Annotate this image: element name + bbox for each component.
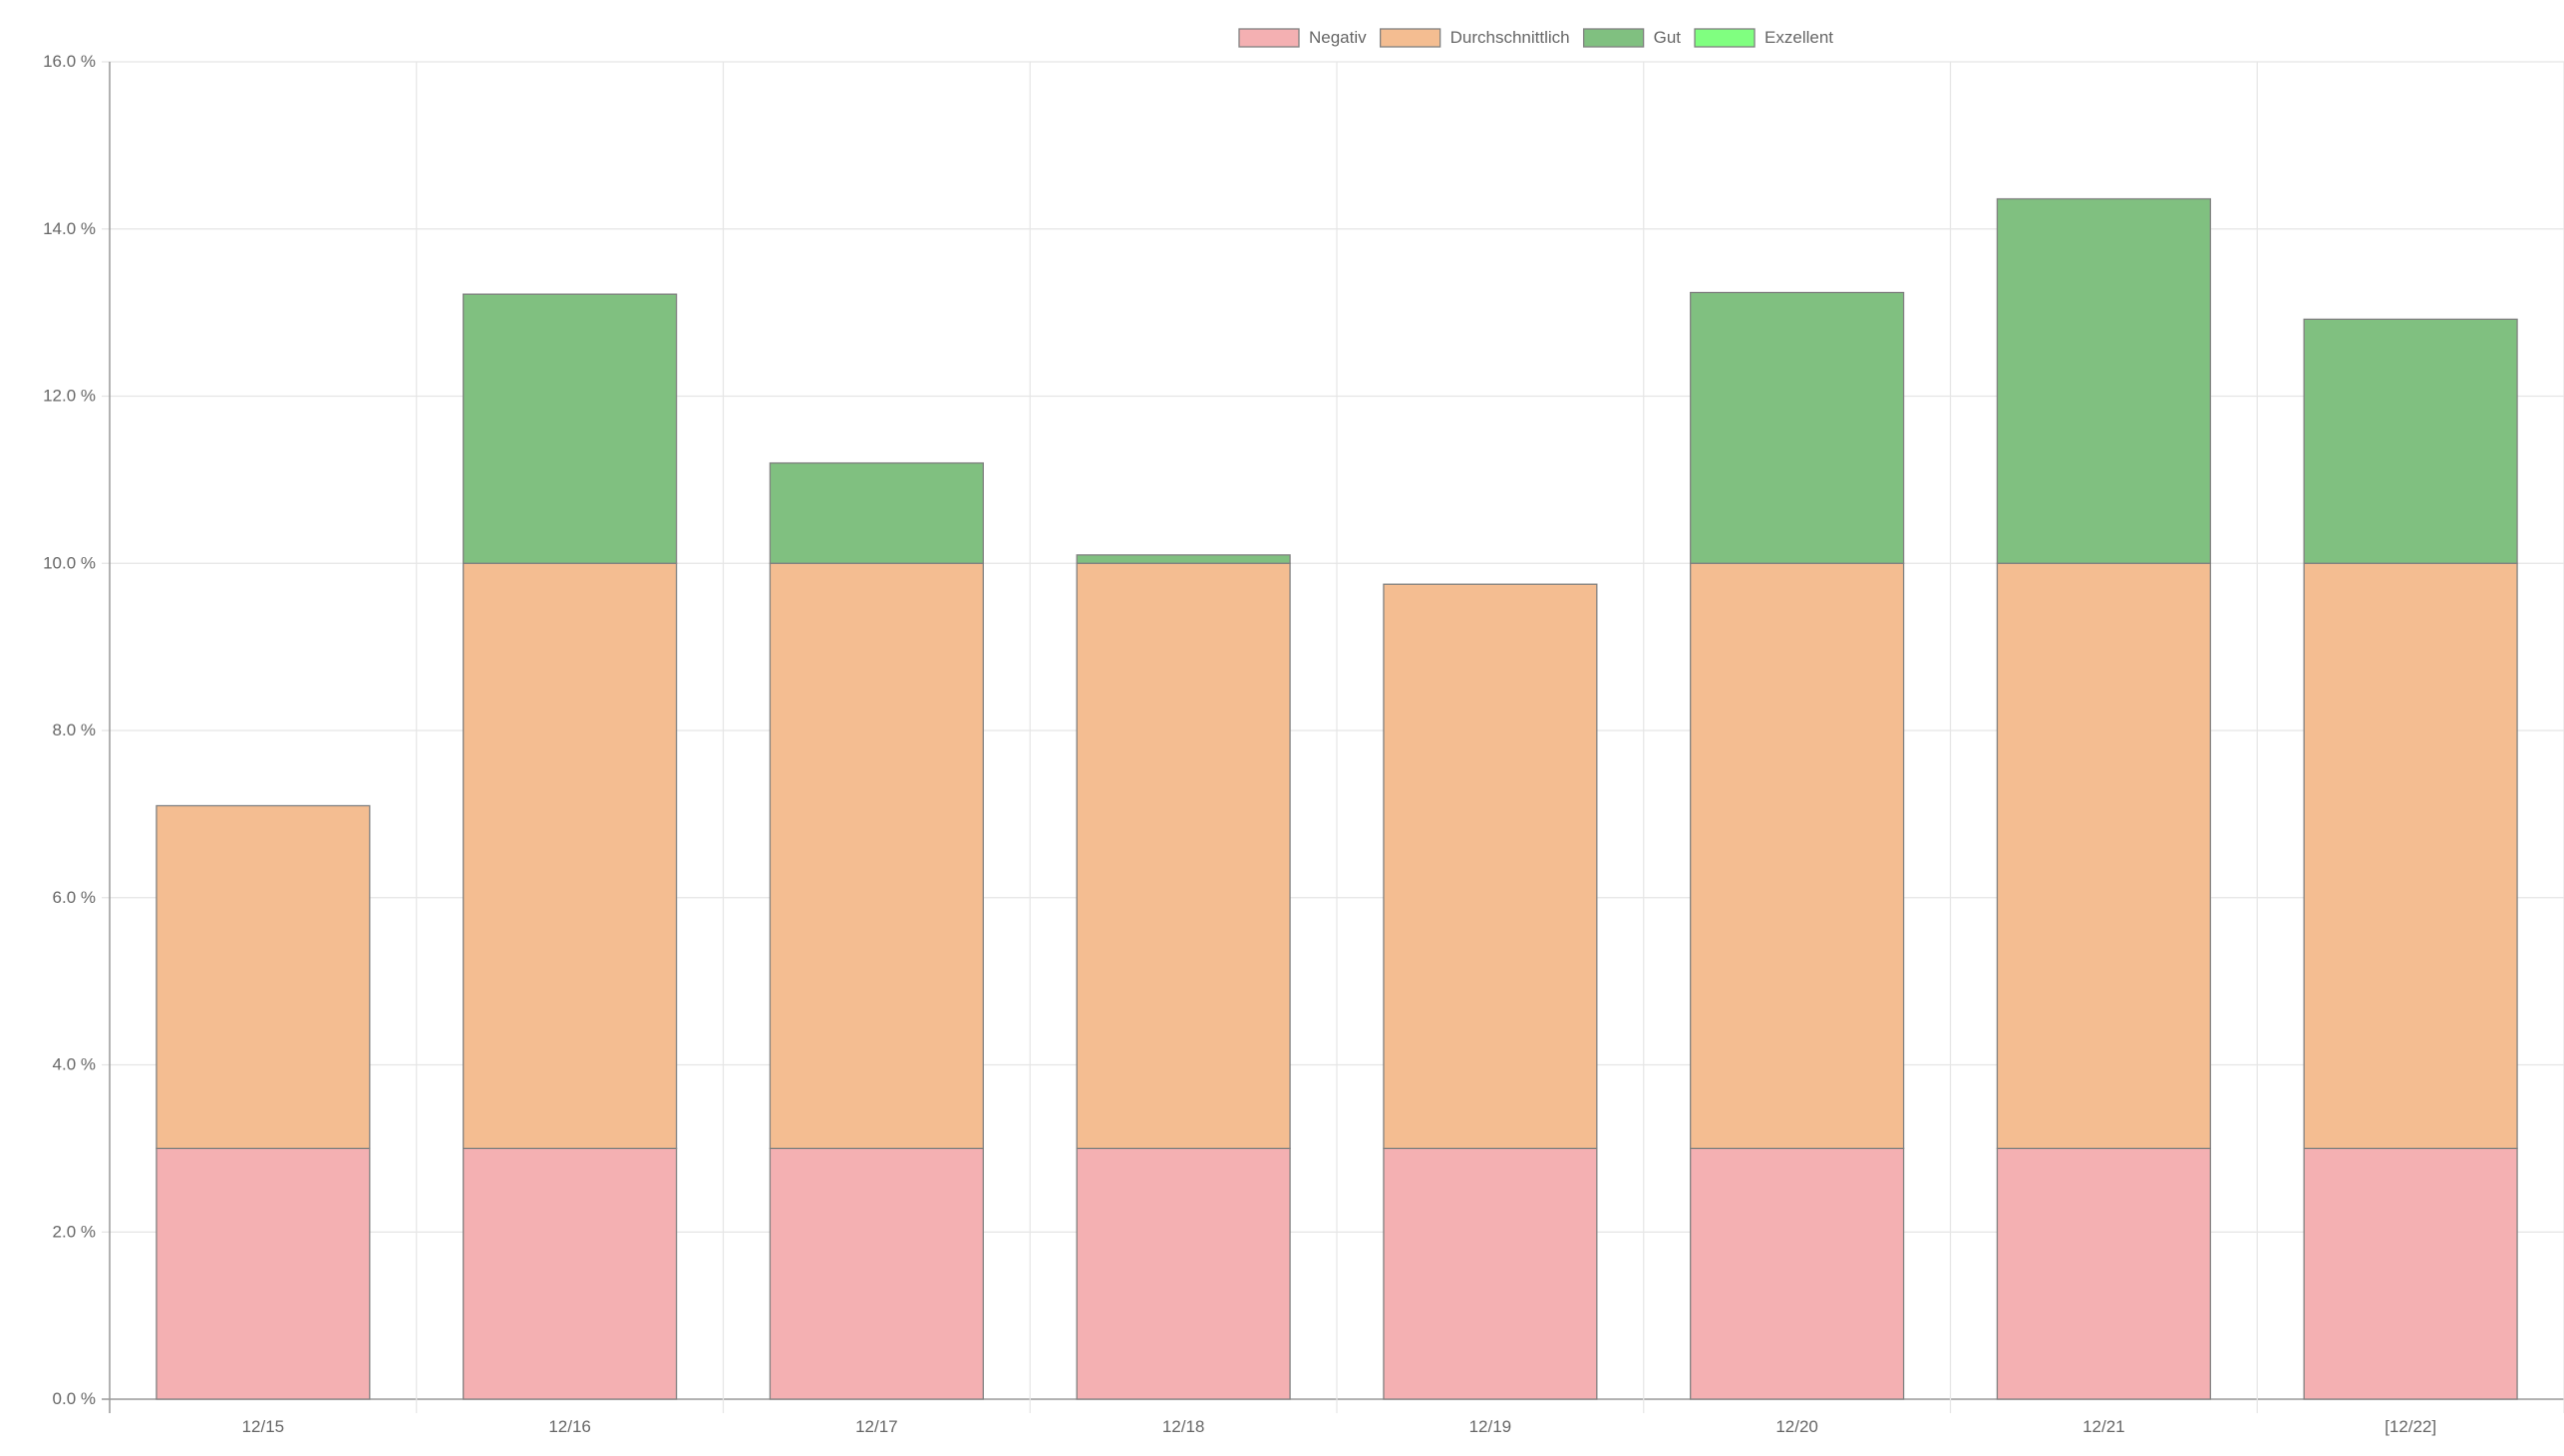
x-tick-label: 12/15: [242, 1417, 285, 1436]
bar-segment-durchschnittlich[interactable]: [1690, 562, 1905, 1150]
legend-item-gut[interactable]: Gut: [1582, 28, 1682, 48]
bar-segment-durchschnittlich[interactable]: [1383, 583, 1598, 1150]
legend-swatch: [1694, 28, 1756, 48]
axes: 0.0 % 2.0 % 4.0 % 6.0 % 8.0 % 10.0 % 12.0 % 14.…: [43, 52, 2436, 1436]
bar-segment-negativ[interactable]: [463, 1147, 678, 1400]
legend-label: Negativ: [1309, 28, 1367, 47]
bar-segment-gut[interactable]: [1076, 554, 1291, 564]
bar-segment-gut[interactable]: [769, 461, 984, 564]
bar-segment-negativ[interactable]: [1076, 1147, 1291, 1400]
bar-segment-negativ[interactable]: [156, 1147, 371, 1400]
x-tick-label: 12/20: [1775, 1417, 1818, 1436]
bar-segment-negativ[interactable]: [1383, 1147, 1598, 1400]
bar-segment-gut[interactable]: [2303, 318, 2518, 564]
bar-segment-gut[interactable]: [463, 293, 678, 564]
y-tick-label: 12.0 %: [43, 387, 96, 406]
bar-segment-durchschnittlich[interactable]: [463, 562, 678, 1150]
y-tick-label: 14.0 %: [43, 219, 96, 238]
x-tick-label: 12/21: [2083, 1417, 2125, 1436]
bars: [156, 197, 2518, 1400]
legend-swatch: [1582, 28, 1645, 48]
y-tick-label: 4.0 %: [53, 1055, 96, 1074]
bar-segment-durchschnittlich[interactable]: [769, 562, 984, 1150]
y-tick-label: 6.0 %: [53, 888, 96, 907]
bar-segment-durchschnittlich[interactable]: [1996, 562, 2211, 1150]
x-tick-label: 12/19: [1469, 1417, 1512, 1436]
legend-swatch: [1379, 28, 1442, 48]
legend-item-durchschnittlich[interactable]: Durchschnittlich: [1379, 28, 1570, 48]
legend: Negativ Durchschnittlich Gut Exzellent: [1238, 28, 1833, 48]
x-tick-label: [12/22]: [2385, 1417, 2436, 1436]
y-tick-label: 16.0 %: [43, 52, 96, 71]
bar-segment-gut[interactable]: [1690, 291, 1905, 564]
legend-label: Durchschnittlich: [1450, 28, 1570, 47]
bar-segment-negativ[interactable]: [1996, 1147, 2211, 1400]
y-tick-label: 2.0 %: [53, 1222, 96, 1241]
x-tick-label: 12/18: [1162, 1417, 1205, 1436]
y-tick-label: 8.0 %: [53, 721, 96, 739]
bar-segment-negativ[interactable]: [1690, 1147, 1905, 1400]
legend-item-negativ[interactable]: Negativ: [1238, 28, 1367, 48]
bar-segment-negativ[interactable]: [769, 1147, 984, 1400]
bar-segment-durchschnittlich[interactable]: [156, 804, 371, 1150]
legend-item-exzellent[interactable]: Exzellent: [1694, 28, 1833, 48]
y-tick-label: 10.0 %: [43, 553, 96, 572]
bar-segment-negativ[interactable]: [2303, 1147, 2518, 1400]
y-tick-label: 0.0 %: [53, 1389, 96, 1408]
legend-label: Exzellent: [1764, 28, 1833, 47]
legend-label: Gut: [1654, 28, 1682, 47]
bar-segment-durchschnittlich[interactable]: [1076, 562, 1291, 1150]
bar-segment-durchschnittlich[interactable]: [2303, 562, 2518, 1150]
bar-segment-gut[interactable]: [1996, 197, 2211, 564]
legend-swatch: [1238, 28, 1300, 48]
x-tick-label: 12/17: [855, 1417, 898, 1436]
x-tick-label: 12/16: [548, 1417, 591, 1436]
